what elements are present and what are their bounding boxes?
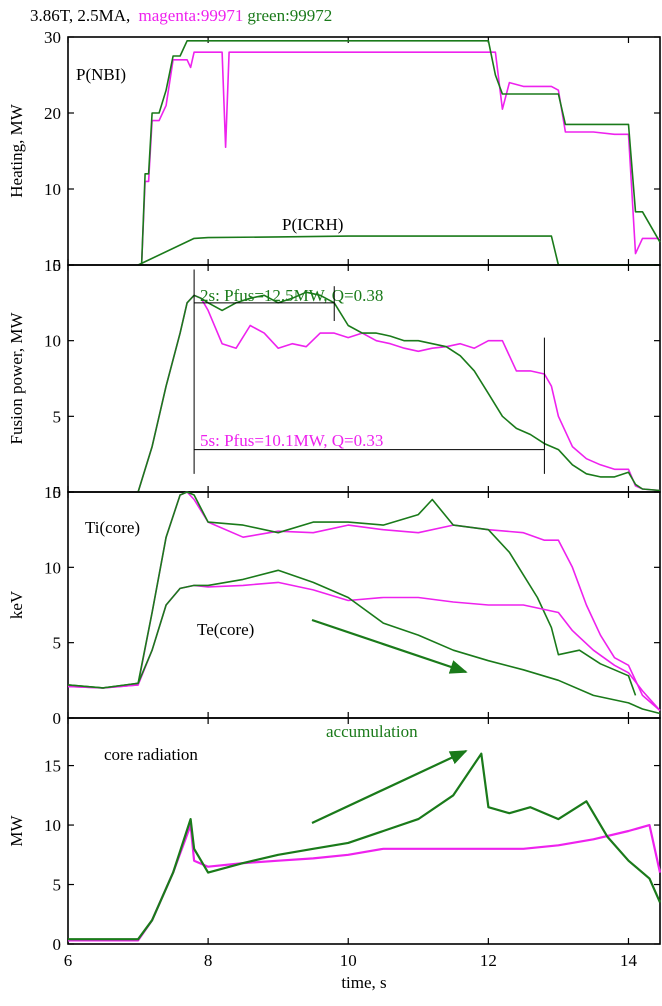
annotation-text: Ti(core) xyxy=(85,518,140,537)
annotation-text: 2s: Pfus=12.5MW, Q=0.38 xyxy=(200,286,383,305)
figure-header: 3.86T, 2.5MA, magenta:99971 green:99972 xyxy=(30,6,336,26)
annotation-text: core radiation xyxy=(104,745,198,764)
y-tick-label: 10 xyxy=(44,332,61,351)
series-line xyxy=(67,491,637,696)
y-tick-label: 5 xyxy=(53,634,62,653)
y-tick-label: 5 xyxy=(53,876,62,895)
y-tick-label: 15 xyxy=(44,483,61,502)
x-axis-label: time, s xyxy=(341,973,386,992)
x-tick-label: 6 xyxy=(64,951,73,970)
panel-frame xyxy=(67,717,661,945)
green-legend: green:99972 xyxy=(247,6,333,25)
y-tick-label: 30 xyxy=(44,28,61,47)
annotation-text: 5s: Pfus=10.1MW, Q=0.33 xyxy=(200,431,383,450)
x-tick-label: 10 xyxy=(340,951,357,970)
magenta-legend: magenta:99971 xyxy=(138,6,244,25)
series-line xyxy=(67,569,661,715)
y-axis-label: Heating, MW xyxy=(7,103,26,197)
annotation-text: accumulation xyxy=(326,722,418,741)
series-line xyxy=(137,291,661,493)
y-tick-label: 15 xyxy=(44,757,61,776)
y-axis-label: Fusion power, MW xyxy=(7,312,26,445)
panel-1: 0 10 20 30 Heating, MW P(NBI) P(ICRH) xyxy=(7,28,661,275)
accumulation-arrow xyxy=(311,750,468,824)
y-tick-label: 0 xyxy=(53,256,62,275)
panel-2: 0 5 10 15 Fusion power, MW 2s: Pfus=12.5MW, Q… xyxy=(7,256,661,502)
y-tick-label: 5 xyxy=(53,407,62,426)
annotation-text: Te(core) xyxy=(197,620,254,639)
fusion-markers xyxy=(193,269,545,474)
annotation-text: P(NBI) xyxy=(76,65,126,84)
y-tick-label: 0 xyxy=(53,483,62,502)
y-tick-label: 0 xyxy=(53,935,62,954)
y-tick-label: 10 xyxy=(44,558,61,577)
y-tick-label: 10 xyxy=(44,180,61,199)
y-tick-label: 0 xyxy=(53,709,62,728)
panel-4: 0 5 10 15 MW core radiation accumulation 6 8 10 12… xyxy=(7,717,662,992)
series-line xyxy=(68,824,662,942)
y-tick-label: 10 xyxy=(44,816,61,835)
y-tick-label: 15 xyxy=(44,256,61,275)
te-arrow xyxy=(311,618,468,674)
panel-frame xyxy=(67,491,661,719)
series-line xyxy=(68,752,662,941)
panel-3: 0 5 10 15 keV Ti(core) Te(core) xyxy=(7,483,661,728)
shot-info: 3.86T, 2.5MA, xyxy=(30,6,131,25)
annotation-text: P(ICRH) xyxy=(282,215,343,234)
series-line xyxy=(67,581,661,712)
y-axis-label: MW xyxy=(7,814,26,846)
series-line xyxy=(67,491,661,712)
series-line xyxy=(137,294,661,493)
x-tick-label: 14 xyxy=(620,951,638,970)
series-line xyxy=(138,51,660,266)
x-tick-label: 8 xyxy=(204,951,213,970)
y-tick-label: 20 xyxy=(44,104,61,123)
series-line xyxy=(138,40,661,266)
y-axis-label: keV xyxy=(7,590,26,619)
panel-frame xyxy=(67,36,661,266)
series-line xyxy=(137,235,660,266)
x-tick-label: 12 xyxy=(480,951,497,970)
